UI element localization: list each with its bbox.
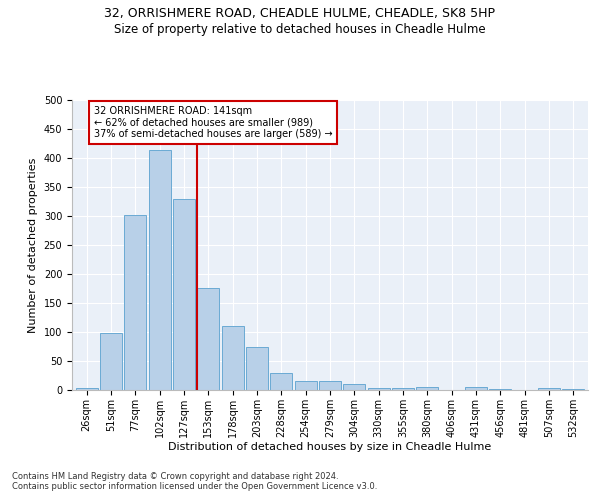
Bar bbox=[246, 346, 268, 390]
Bar bbox=[368, 388, 389, 390]
Text: Contains HM Land Registry data © Crown copyright and database right 2024.: Contains HM Land Registry data © Crown c… bbox=[12, 472, 338, 481]
Bar bbox=[465, 387, 487, 390]
Bar bbox=[416, 387, 439, 390]
Bar bbox=[197, 288, 219, 390]
Bar bbox=[149, 150, 170, 390]
Text: Contains public sector information licensed under the Open Government Licence v3: Contains public sector information licen… bbox=[12, 482, 377, 491]
Bar bbox=[221, 326, 244, 390]
Bar bbox=[76, 388, 98, 390]
Bar bbox=[319, 380, 341, 390]
Text: 32, ORRISHMERE ROAD, CHEADLE HULME, CHEADLE, SK8 5HP: 32, ORRISHMERE ROAD, CHEADLE HULME, CHEA… bbox=[104, 8, 496, 20]
Text: Size of property relative to detached houses in Cheadle Hulme: Size of property relative to detached ho… bbox=[114, 22, 486, 36]
Bar bbox=[392, 388, 414, 390]
Bar bbox=[173, 198, 195, 390]
Bar bbox=[271, 372, 292, 390]
Bar bbox=[100, 332, 122, 390]
Bar bbox=[343, 384, 365, 390]
Bar bbox=[538, 388, 560, 390]
Bar bbox=[124, 215, 146, 390]
Bar bbox=[295, 380, 317, 390]
Text: Distribution of detached houses by size in Cheadle Hulme: Distribution of detached houses by size … bbox=[169, 442, 491, 452]
Y-axis label: Number of detached properties: Number of detached properties bbox=[28, 158, 38, 332]
Text: 32 ORRISHMERE ROAD: 141sqm
← 62% of detached houses are smaller (989)
37% of sem: 32 ORRISHMERE ROAD: 141sqm ← 62% of deta… bbox=[94, 106, 332, 139]
